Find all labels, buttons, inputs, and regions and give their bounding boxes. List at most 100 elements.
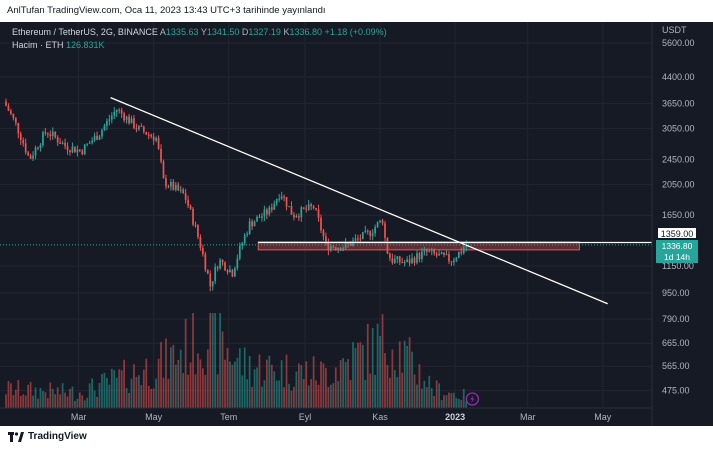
volume-bar [54, 394, 57, 408]
volume-bar [450, 393, 453, 408]
volume-bar [78, 392, 81, 408]
volume-bar [445, 395, 448, 408]
candle-body [211, 281, 214, 287]
volume-bar [337, 381, 340, 408]
volume-bar [115, 377, 118, 408]
candle-body [103, 125, 106, 131]
candle-body [320, 217, 322, 231]
candle-body [443, 252, 445, 255]
candle-body [66, 146, 69, 151]
candle-body [189, 205, 192, 209]
candle-body [268, 207, 271, 215]
open-key: A [159, 27, 166, 37]
candle-body [253, 221, 256, 227]
candle-body [275, 198, 278, 204]
volume-bar [51, 388, 54, 408]
symbol-title: Ethereum / TetherUS, 2G, BINANCE [12, 27, 158, 37]
candle-body [147, 134, 150, 136]
volume-bar [140, 384, 143, 408]
candle-body [118, 109, 121, 111]
candle-body [224, 262, 226, 271]
candle-body [334, 247, 337, 250]
volume-bar [69, 388, 71, 408]
candle-body [413, 257, 416, 263]
candle-body [243, 235, 246, 244]
candle-body [17, 122, 20, 134]
volume-bar [421, 388, 423, 408]
candle-body [115, 109, 118, 112]
volume-bar [396, 377, 399, 408]
candle-body [265, 209, 268, 215]
candle-body [393, 259, 396, 263]
candle-body [418, 253, 421, 260]
candle-body [167, 186, 170, 188]
candle-body [453, 260, 455, 263]
volume-bar [253, 369, 256, 408]
volume-bar [465, 401, 468, 408]
candle-body [290, 206, 293, 215]
candle-body [273, 203, 276, 210]
candle-body [438, 253, 440, 256]
close-value: 1336.80 [289, 27, 323, 37]
candle-body [364, 230, 367, 232]
volume-bar [81, 395, 84, 408]
candle-body [174, 184, 177, 190]
volume-bar [366, 323, 369, 408]
volume-bar [123, 359, 125, 408]
volume-bar [302, 379, 305, 408]
volume-bar [280, 360, 283, 408]
candle-body [32, 155, 34, 159]
candle-body [344, 242, 347, 249]
candle-body [162, 161, 165, 179]
volume-bar [389, 377, 391, 408]
candle-body [98, 136, 101, 140]
volume-bar [56, 387, 59, 408]
volume-bar [435, 380, 438, 408]
volume-value: 126.831K [66, 40, 105, 50]
volume-bar [256, 367, 258, 408]
price-tick-label: 5600.00 [662, 38, 695, 48]
volume-bar [374, 374, 377, 408]
candle-body [283, 196, 285, 198]
candle-body [371, 233, 374, 237]
candle-body [332, 246, 335, 248]
volume-bar [34, 387, 37, 408]
candle-body [37, 147, 39, 149]
candle-body [310, 204, 313, 207]
candle-body [56, 137, 59, 143]
candle-body [369, 231, 372, 237]
volume-bar [133, 364, 135, 408]
volume-bar [71, 386, 74, 408]
candle-body [241, 243, 244, 246]
volume-bar [268, 355, 271, 408]
candle-body [110, 115, 113, 120]
volume-bar [160, 342, 162, 408]
volume-bar [46, 398, 49, 408]
candle-body [81, 150, 84, 155]
volume-bar [155, 378, 157, 408]
legend-volume: Hacim · ETH 126.831K [12, 40, 105, 50]
volume-label: Hacim · ETH [12, 40, 64, 50]
volume-bar [174, 364, 177, 408]
resistance-price-tag: 1359.00 [657, 227, 697, 239]
volume-bar [192, 313, 194, 408]
candle-body [401, 262, 404, 264]
price-chart[interactable]: USDT 5600.00 4400.00 3650.00 3050.00 2450.00 2… [0, 22, 713, 426]
volume-bar [219, 313, 221, 408]
candle-body [88, 142, 91, 144]
volume-bar [438, 383, 440, 408]
candle-body [278, 198, 281, 200]
volume-bar [310, 379, 313, 408]
candle-body [177, 184, 180, 191]
candle-body [120, 109, 123, 114]
candle-body [34, 147, 37, 156]
volume-bar [83, 400, 86, 408]
volume-bar [197, 353, 199, 408]
volume-bar [130, 378, 133, 408]
candle-body [157, 137, 160, 149]
candle-body [91, 140, 93, 143]
chart-panel[interactable]: USDT 5600.00 4400.00 3650.00 3050.00 2450.00 2… [0, 22, 713, 426]
volume-bar [261, 386, 263, 408]
volume-bar [297, 363, 300, 408]
